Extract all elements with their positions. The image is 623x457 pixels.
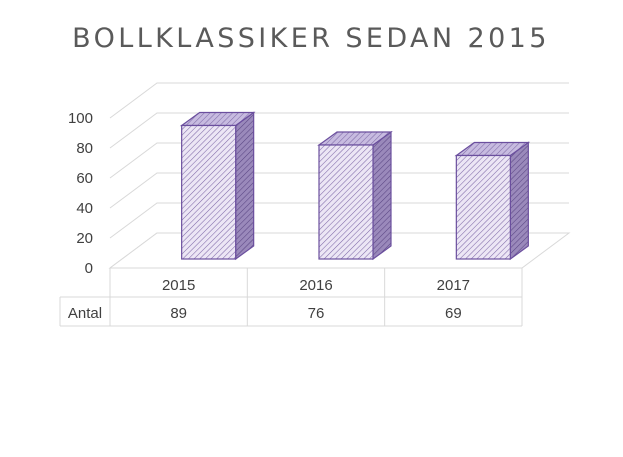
- chart-title: BOLLKLASSIKER SEDAN 2015: [72, 23, 550, 54]
- bar-side-face: [235, 111, 255, 261]
- bar: [179, 111, 256, 261]
- data-value-cell: 69: [445, 305, 462, 322]
- bar: [454, 141, 531, 261]
- data-table: 2015 2016 2017 Antal 89 76 69: [59, 267, 523, 327]
- x-category-label: 2016: [299, 277, 332, 294]
- gridline: [109, 172, 569, 209]
- gridline: [109, 142, 569, 179]
- gridline: [109, 202, 569, 239]
- y-tick-label: 40: [76, 200, 93, 217]
- bar-side-face: [509, 141, 529, 261]
- bar: [317, 130, 393, 261]
- y-tick-label: 80: [76, 140, 93, 157]
- data-table-grid: [59, 267, 523, 327]
- gridline: [109, 112, 569, 149]
- data-value-cell: 89: [170, 305, 187, 322]
- bar-front-face: [455, 154, 511, 260]
- series-name: Antal: [68, 305, 102, 322]
- y-tick-label: 100: [68, 110, 93, 127]
- data-value-cell: 76: [308, 305, 325, 322]
- x-category-label: 2017: [437, 277, 470, 294]
- y-tick-label: 20: [76, 230, 93, 247]
- y-tick-label: 60: [76, 170, 93, 187]
- bar-side-face: [372, 130, 392, 261]
- y-tick-label: 0: [85, 260, 93, 277]
- bars: [179, 111, 531, 261]
- bar-front-face: [318, 144, 374, 260]
- gridline: [109, 82, 569, 119]
- bar-front-face: [181, 124, 237, 260]
- y-axis: 0 20 40 60 80 100: [68, 110, 93, 277]
- x-category-label: 2015: [162, 277, 195, 294]
